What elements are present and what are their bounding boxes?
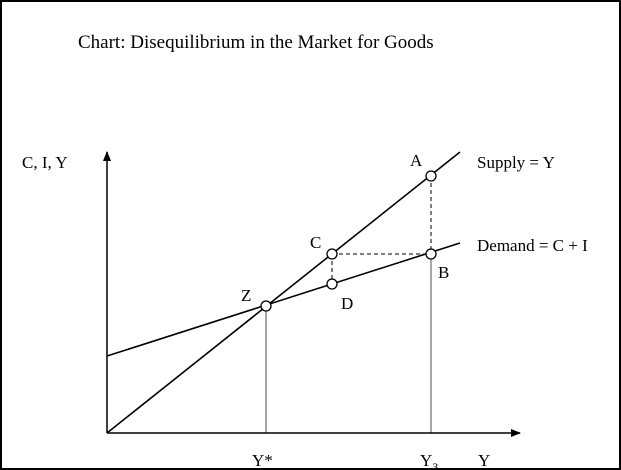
supply-line bbox=[106, 151, 461, 434]
point bbox=[326, 248, 338, 260]
point-label: B bbox=[438, 263, 449, 282]
label-part: 3 bbox=[432, 460, 438, 470]
point bbox=[425, 248, 437, 260]
label-part: Y bbox=[420, 451, 432, 470]
point-label: A bbox=[410, 151, 423, 170]
point-label: D bbox=[341, 294, 353, 313]
y-axis-label: C, I, Y bbox=[22, 153, 68, 172]
x-tick-label: Y* bbox=[252, 451, 273, 470]
label-part: Y* bbox=[252, 451, 273, 470]
x-axis-label: Y bbox=[478, 451, 490, 470]
line-label: Supply = Y bbox=[477, 153, 555, 172]
title: Chart: Disequilibrium in the Market for … bbox=[78, 32, 434, 53]
point-label: C bbox=[310, 233, 321, 252]
x-tick-label: Y3 bbox=[420, 451, 438, 470]
point bbox=[425, 170, 437, 182]
point-label: Z bbox=[241, 286, 251, 305]
line-label: Demand = C + I bbox=[477, 236, 588, 255]
point bbox=[326, 278, 338, 290]
point bbox=[260, 300, 272, 312]
demand-line bbox=[106, 242, 461, 357]
